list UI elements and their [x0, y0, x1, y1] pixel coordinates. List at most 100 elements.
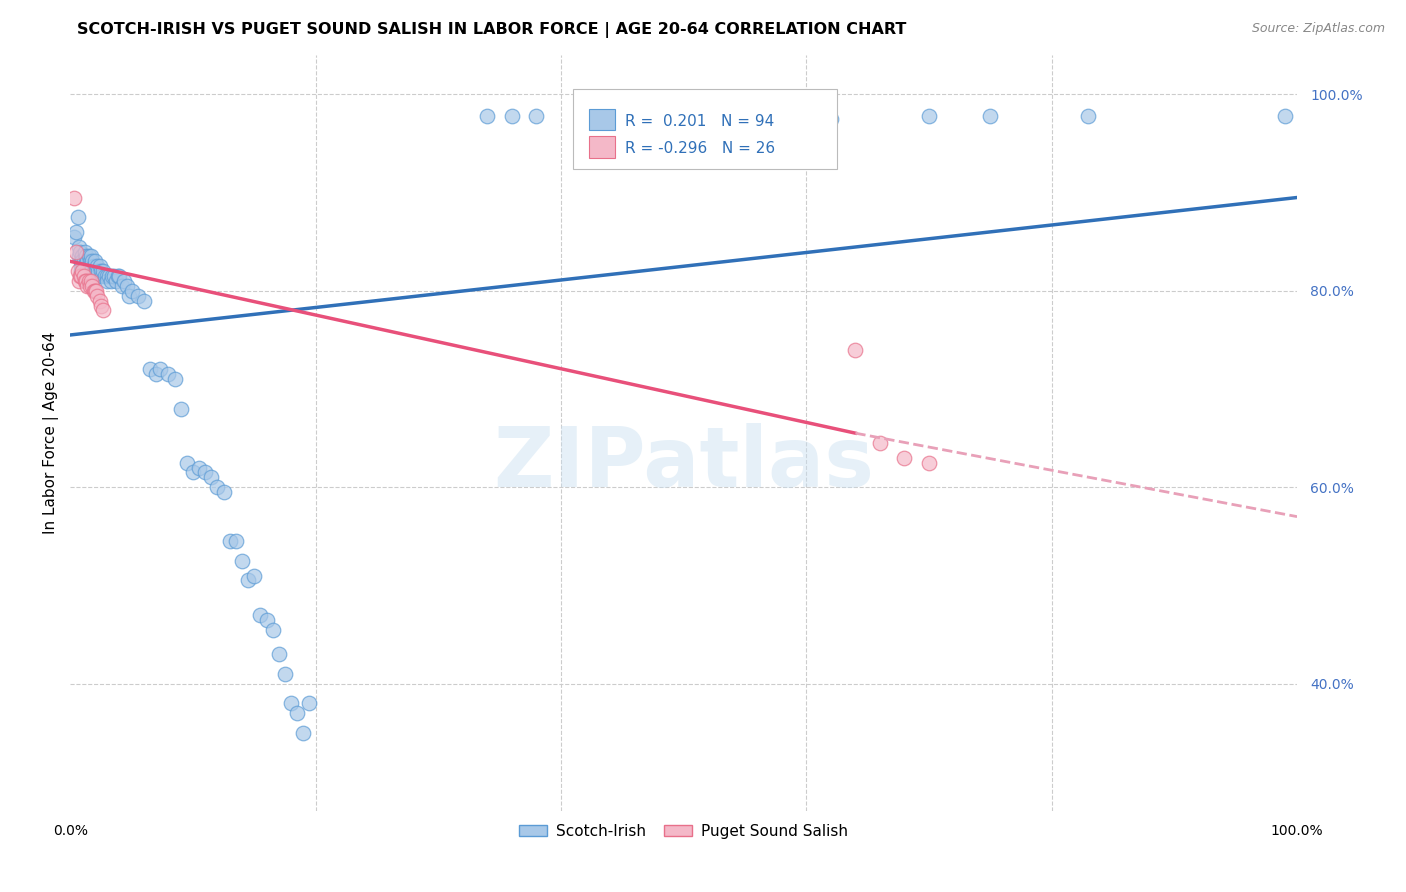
Point [127, 289, 149, 303]
Point [69, 268, 91, 283]
Text: Source: ZipAtlas.com: Source: ZipAtlas.com [1251, 22, 1385, 36]
Point [280, 696, 302, 710]
FancyBboxPatch shape [589, 109, 614, 130]
Point [869, 436, 891, 450]
Point [70, 259, 93, 273]
Point [83, 254, 105, 268]
Point [77, 259, 100, 273]
Point [112, 274, 135, 288]
Point [70, 264, 93, 278]
Point [80, 249, 103, 263]
Point [249, 607, 271, 622]
Point [82, 254, 104, 268]
Point [66, 264, 89, 278]
Point [292, 725, 315, 739]
Point [73, 259, 96, 273]
Point [84, 264, 107, 278]
Point [149, 362, 172, 376]
Point [73, 274, 96, 288]
Point [73, 259, 96, 273]
Point [96, 268, 118, 283]
Point [93, 303, 115, 318]
Point [77, 274, 100, 288]
Point [67, 274, 90, 288]
Point [82, 268, 104, 283]
Point [256, 613, 278, 627]
Point [76, 278, 98, 293]
Point [96, 274, 118, 288]
Point [108, 268, 131, 283]
Point [75, 274, 97, 288]
Point [90, 264, 112, 278]
Point [225, 534, 247, 549]
Point [121, 284, 143, 298]
Point [72, 249, 94, 263]
Point [70, 254, 93, 268]
Point [70, 268, 93, 283]
Point [86, 259, 108, 273]
Point [67, 239, 90, 253]
Point [89, 259, 111, 273]
Point [104, 274, 127, 288]
Point [163, 372, 186, 386]
Point [90, 299, 112, 313]
FancyBboxPatch shape [589, 136, 614, 158]
Point [89, 293, 111, 308]
Point [75, 264, 97, 278]
Point [79, 259, 101, 273]
Point [188, 460, 211, 475]
Point [65, 225, 87, 239]
Point [139, 362, 162, 376]
Point [83, 284, 105, 298]
Point [526, 109, 548, 123]
Point [93, 264, 115, 278]
Point [72, 264, 94, 278]
Point [243, 568, 266, 582]
Point [98, 268, 121, 283]
Point [72, 264, 94, 278]
Point [82, 278, 104, 293]
Point [80, 274, 103, 288]
Text: SCOTCH-IRISH VS PUGET SOUND SALISH IN LABOR FORCE | AGE 20-64 CORRELATION CHART: SCOTCH-IRISH VS PUGET SOUND SALISH IN LA… [77, 22, 907, 38]
Point [66, 210, 89, 224]
Point [63, 229, 86, 244]
FancyBboxPatch shape [574, 89, 837, 169]
Point [107, 268, 129, 283]
Point [893, 450, 915, 465]
Point [83, 264, 105, 278]
Point [132, 293, 155, 308]
Point [298, 696, 321, 710]
Point [83, 259, 105, 273]
Point [75, 249, 97, 263]
Point [73, 254, 96, 268]
Point [111, 278, 134, 293]
Point [100, 274, 122, 288]
Point [73, 268, 96, 283]
Point [93, 268, 115, 283]
Point [169, 401, 191, 416]
Point [194, 466, 217, 480]
Point [820, 112, 842, 126]
Text: R =  0.201   N = 94: R = 0.201 N = 94 [624, 114, 773, 129]
Point [79, 278, 101, 293]
Point [69, 244, 91, 259]
Point [734, 109, 756, 123]
Legend: Scotch-Irish, Puget Sound Salish: Scotch-Irish, Puget Sound Salish [513, 818, 853, 845]
Point [73, 244, 96, 259]
Point [115, 278, 138, 293]
Point [207, 480, 229, 494]
Point [118, 289, 141, 303]
Point [477, 109, 499, 123]
Point [91, 268, 114, 283]
Point [79, 254, 101, 268]
Point [101, 268, 124, 283]
Point [285, 706, 308, 720]
Point [76, 254, 98, 268]
Point [267, 647, 290, 661]
Point [1274, 109, 1296, 123]
Point [231, 554, 253, 568]
Point [200, 470, 222, 484]
Point [157, 368, 180, 382]
Point [176, 456, 198, 470]
Point [979, 109, 1001, 123]
